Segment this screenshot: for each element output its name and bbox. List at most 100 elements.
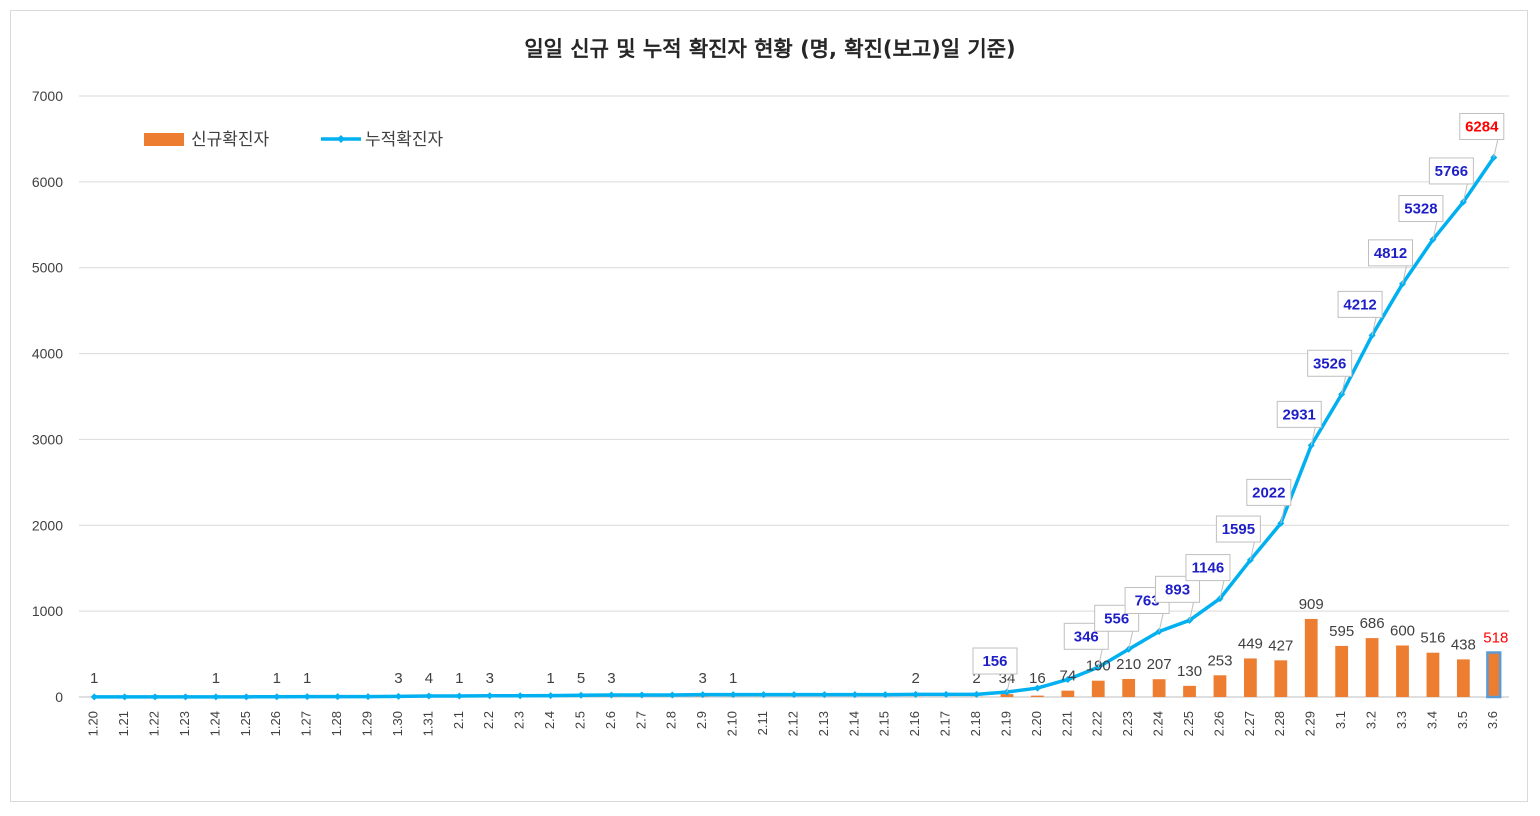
y-tick-label: 4000 (32, 346, 63, 362)
line-point-1.27 (303, 693, 311, 701)
bar-data-label: 595 (1329, 623, 1354, 640)
callout-leader (1158, 613, 1164, 632)
line-data-label: 763 (1135, 592, 1160, 609)
line-point-2.15 (881, 691, 889, 699)
callout-box (1398, 195, 1444, 223)
line-data-label: 2022 (1252, 484, 1285, 501)
bar-data-label: 1 (90, 670, 98, 687)
callout-leader (1097, 649, 1103, 668)
callout-leader (1219, 580, 1225, 599)
x-tick-label: 2.6 (603, 711, 618, 729)
x-tick-label: 2.25 (1181, 711, 1196, 736)
bar-data-label: 3 (607, 670, 615, 687)
line-data-label: 4212 (1343, 296, 1376, 313)
line-point-2.17 (942, 690, 950, 698)
bar-data-label: 207 (1147, 656, 1172, 673)
legend-label-cumulative: 누적확진자 (365, 130, 444, 150)
bar-data-label: 909 (1299, 596, 1324, 613)
line-data-label: 156 (982, 653, 1007, 670)
x-tick-label: 1.20 (86, 711, 101, 736)
line-point-2.11 (760, 691, 768, 699)
bar-2.27 (1243, 658, 1257, 697)
x-tick-label: 2.7 (633, 711, 648, 729)
callout-leader (1006, 673, 1012, 693)
x-tick-label: 1.21 (116, 711, 131, 736)
bar-2.26 (1213, 675, 1227, 697)
line-point-1.25 (242, 693, 250, 701)
line-data-label: 2931 (1283, 406, 1316, 423)
x-tick-label: 2.18 (968, 711, 983, 736)
bar-2.20 (1031, 695, 1044, 697)
chart-frame: 일일 신규 및 누적 확진자 현황 (명, 확진(보고)일 기준) 0 1000 20… (10, 10, 1528, 802)
x-tick-label: 1.24 (207, 711, 222, 736)
bar-data-label: 600 (1390, 622, 1415, 639)
line-point-2.3 (516, 692, 524, 700)
callout-leader (1128, 631, 1134, 650)
bar-data-label: 1 (546, 670, 554, 687)
x-tick-label: 3.3 (1394, 711, 1409, 729)
x-tick-label: 3.1 (1333, 711, 1348, 729)
x-tick-label: 2.22 (1090, 711, 1105, 736)
callout-box (1215, 515, 1261, 543)
callout-leader (1432, 221, 1438, 240)
x-tick-label: 2.16 (907, 711, 922, 736)
line-point-1.29 (364, 693, 372, 701)
chart-title: 일일 신규 및 누적 확진자 현황 (명, 확진(보고)일 기준) (524, 37, 1015, 61)
line-data-label: 1595 (1222, 521, 1255, 538)
callout-leader (1371, 317, 1377, 336)
x-tick-label: 1.25 (238, 711, 253, 736)
line-point-2.8 (668, 691, 676, 699)
x-tick-label: 3.2 (1364, 711, 1379, 729)
bar-data-label: 1 (273, 670, 281, 687)
line-data-label: 3526 (1313, 355, 1346, 372)
callout-box (1307, 349, 1353, 377)
line-point-2.5 (577, 691, 585, 699)
y-tick-label: 6000 (32, 174, 63, 190)
line-data-label: 1146 (1192, 560, 1225, 577)
bar-data-label: 427 (1268, 637, 1293, 654)
x-tick-label: 2.10 (725, 711, 740, 736)
x-tick-label: 1.26 (268, 711, 283, 736)
x-tick-label: 1.22 (147, 711, 162, 736)
x-tick-label: 2.19 (998, 711, 1013, 736)
callout-box (1337, 290, 1383, 318)
bar-data-label: 686 (1360, 615, 1385, 632)
callout-leader (1493, 139, 1499, 158)
y-tick-label: 1000 (32, 603, 63, 619)
bar-data-label: 3 (394, 670, 402, 687)
x-tick-label: 2.29 (1303, 711, 1318, 736)
y-tick-label: 0 (55, 689, 63, 705)
bar-2.29 (1304, 618, 1318, 697)
bar-data-label: 16 (1029, 670, 1046, 687)
x-tick-label: 3.4 (1424, 711, 1439, 729)
line-point-1.26 (273, 693, 281, 701)
bar-data-label: 449 (1238, 635, 1263, 652)
line-point-1.24 (212, 693, 220, 701)
line-point-2.7 (638, 691, 646, 699)
x-tick-label: 1.23 (177, 711, 192, 736)
callout-leader (1402, 265, 1407, 284)
x-tick-label: 2.11 (755, 711, 770, 735)
x-tick-label: 1.27 (299, 711, 314, 736)
callout-leader (1310, 427, 1316, 446)
line-point-2.21 (1064, 675, 1072, 683)
bar-2.24 (1152, 679, 1166, 697)
line-data-label: 6284 (1465, 118, 1499, 135)
legend-swatch-new (144, 133, 184, 146)
x-tick-label: 3.5 (1455, 711, 1470, 729)
x-tick-label: 1.31 (420, 711, 435, 736)
line-point-1.31 (425, 692, 433, 700)
line-point-2.10 (729, 691, 737, 699)
callout-box (1246, 478, 1292, 506)
x-tick-label: 2.14 (846, 711, 861, 736)
bar-data-label: 210 (1116, 656, 1141, 673)
x-tick-label: 2.2 (481, 711, 496, 729)
bar-data-label: 438 (1451, 636, 1476, 653)
bar-data-label: 5 (577, 670, 585, 687)
x-tick-label: 2.28 (1272, 711, 1287, 736)
bar-2.21 (1061, 690, 1075, 697)
line-point-1.28 (334, 693, 342, 701)
bar-3.3 (1396, 645, 1409, 697)
line-data-label: 556 (1104, 610, 1129, 627)
y-tick-label: 7000 (32, 88, 63, 104)
